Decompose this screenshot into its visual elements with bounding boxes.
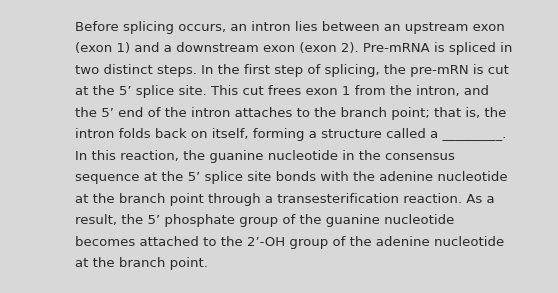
Text: at the branch point.: at the branch point.	[75, 257, 208, 270]
Text: result, the 5’ phosphate group of the guanine nucleotide: result, the 5’ phosphate group of the gu…	[75, 214, 455, 227]
Text: at the branch point through a transesterification reaction. As a: at the branch point through a transester…	[75, 193, 495, 206]
Text: (exon 1) and a downstream exon (exon 2). Pre-mRNA is spliced in: (exon 1) and a downstream exon (exon 2).…	[75, 42, 513, 55]
Text: In this reaction, the guanine nucleotide in the consensus: In this reaction, the guanine nucleotide…	[75, 150, 455, 163]
Text: sequence at the 5’ splice site bonds with the adenine nucleotide: sequence at the 5’ splice site bonds wit…	[75, 171, 508, 184]
Text: Before splicing occurs, an intron lies between an upstream exon: Before splicing occurs, an intron lies b…	[75, 21, 505, 33]
Text: intron folds back on itself, forming a structure called a _________.: intron folds back on itself, forming a s…	[75, 128, 507, 141]
Text: two distinct steps. In the first step of splicing, the pre-mRN is cut: two distinct steps. In the first step of…	[75, 64, 509, 76]
Text: at the 5’ splice site. This cut frees exon 1 from the intron, and: at the 5’ splice site. This cut frees ex…	[75, 85, 489, 98]
Text: becomes attached to the 2’-OH group of the adenine nucleotide: becomes attached to the 2’-OH group of t…	[75, 236, 504, 249]
Text: the 5’ end of the intron attaches to the branch point; that is, the: the 5’ end of the intron attaches to the…	[75, 107, 507, 120]
